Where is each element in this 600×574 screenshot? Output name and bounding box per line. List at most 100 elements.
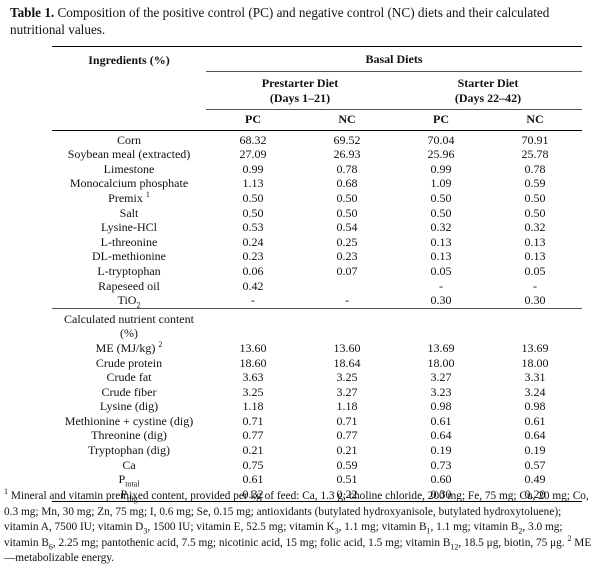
- nutrient-row-value: 3.27: [336, 384, 358, 399]
- ingredient-row: Soybean meal (extracted) 27.09 26.93 25.96 2…: [52, 147, 582, 162]
- nutrient-row-value: 3.23: [430, 384, 452, 399]
- ingredient-row-value: 0.42: [242, 278, 264, 293]
- ingredient-row-value: 0.13: [430, 249, 452, 264]
- nutrient-row-value: 0.75: [242, 457, 264, 472]
- ingredient-row-name: L-threonine: [100, 234, 158, 249]
- basal-diets-header: Basal Diets: [206, 46, 582, 72]
- ingredient-row: Rapeseed oil 0.42 - -: [52, 279, 582, 294]
- nutrient-row-value: 0.59: [336, 457, 358, 472]
- nutrient-row: Ca 0.75 0.59 0.73 0.57: [52, 458, 582, 473]
- ingredient-row-value: 0.05: [524, 263, 546, 278]
- ingredient-row-value: [300, 279, 394, 294]
- ingredient-row: L-tryptophan 0.06 0.07 0.05 0.05: [52, 264, 582, 279]
- prestarter-header: Prestarter Diet: [261, 76, 339, 90]
- ingredient-row-name: Monocalcium phosphate: [69, 176, 189, 191]
- ingredient-row-name: DL-methionine: [92, 249, 166, 264]
- nutrient-row-value: 0.71: [336, 413, 358, 428]
- ingredient-row-value: 0.32: [430, 220, 452, 235]
- ingredient-row-value: 0.59: [524, 176, 546, 191]
- header-row-days: (Days 1–21) (Days 22–42): [52, 90, 582, 110]
- nutrient-row-value: 13.60: [239, 340, 267, 355]
- nutrient-row-value: 0.73: [430, 457, 452, 472]
- nutrient-row-name: Methionine + cystine (dig): [64, 413, 194, 428]
- nutrient-row-value: 0.61: [430, 413, 452, 428]
- nutrient-row-value: 0.30: [394, 486, 488, 503]
- nutrient-row: Crude fat 3.63 3.25 3.27 3.31: [52, 370, 582, 385]
- ingredient-row-value: 0.78: [336, 161, 358, 176]
- nutrient-row: Threonine (dig) 0.77 0.77 0.64 0.64: [52, 428, 582, 443]
- ingredient-row-name: Premix 1: [108, 189, 150, 205]
- ingredient-row-value: 0.68: [336, 176, 358, 191]
- ingredient-row-value: 0.50: [524, 190, 546, 205]
- ingredient-row-name: Limestone: [103, 161, 155, 176]
- header-row-diets: Prestarter Diet Starter Diet: [52, 72, 582, 91]
- ingredient-row: Lysine-HCl 0.53 0.54 0.32 0.32: [52, 220, 582, 235]
- nutrient-row-value: 0.60: [430, 472, 452, 487]
- nc-header: NC: [488, 109, 582, 131]
- ingredient-row-value: -: [439, 278, 443, 293]
- nutrient-rows: Calculated nutrient content (%) ME (MJ/k…: [52, 307, 582, 503]
- nutrient-row-name: Crude fiber: [101, 384, 157, 399]
- ingredient-rows: Corn 68.32 69.52 70.04 70.91 Soybean meal (ex…: [52, 130, 582, 310]
- ingredient-row-value: 1.13: [242, 176, 264, 191]
- ingredient-row-value: 0.50: [430, 190, 452, 205]
- ingredient-row-value: 0.99: [430, 161, 452, 176]
- ingredient-row: L-threonine 0.24 0.25 0.13 0.13: [52, 235, 582, 250]
- nutrient-row-value: 18.00: [521, 355, 549, 370]
- ingredient-row-value: 0.24: [242, 234, 264, 249]
- ingredient-row: Premix 1 0.50 0.50 0.50 0.50: [52, 189, 582, 206]
- nutrient-row: Crude fiber 3.25 3.27 3.23 3.24: [52, 385, 582, 400]
- ingredient-row-value: 0.50: [336, 205, 358, 220]
- nutrient-header-row: (%): [52, 326, 582, 341]
- ingredient-row-value: 69.52: [333, 132, 361, 147]
- nutrient-row-value: 3.63: [242, 370, 264, 385]
- nutrient-row-name: Ca: [122, 457, 136, 472]
- ingredient-row-value: 26.93: [333, 147, 361, 162]
- nutrient-row-value: 18.64: [333, 355, 361, 370]
- nc-header: NC: [300, 109, 394, 131]
- ingredient-row: DL-methionine 0.23 0.23 0.13 0.13: [52, 249, 582, 264]
- ingredient-row-name: Soybean meal (extracted): [67, 147, 191, 162]
- ingredient-row-value: 68.32: [239, 132, 267, 147]
- nutrient-row-value: 0.98: [524, 399, 546, 414]
- nutrient-row-value: 0.49: [524, 472, 546, 487]
- nutrient-header-row: Calculated nutrient content: [52, 307, 582, 327]
- ingredient-row-value: 0.50: [524, 205, 546, 220]
- ingredient-row-value: 0.53: [242, 220, 264, 235]
- ingredient-row-name: TiO2: [117, 293, 141, 310]
- ingredient-row-value: 0.50: [430, 205, 452, 220]
- ingredient-row-value: 0.05: [430, 263, 452, 278]
- ingredient-row-value: 0.25: [336, 234, 358, 249]
- nutrient-row-name: Crude protein: [95, 355, 163, 370]
- nutrient-row-value: 13.69: [521, 340, 549, 355]
- ingredient-row-name: L-tryptophan: [97, 263, 161, 278]
- ingredient-row-value: 0.13: [524, 249, 546, 264]
- nutrient-row-value: 18.00: [427, 355, 455, 370]
- ingredient-row-value: -: [345, 293, 349, 308]
- ingredient-row: Salt 0.50 0.50 0.50 0.50: [52, 206, 582, 221]
- nutrient-row-value: 3.27: [430, 370, 452, 385]
- nutrient-row-value: 0.22: [300, 486, 394, 503]
- nutrient-row-value: 0.51: [336, 472, 358, 487]
- composition-table: Ingredients (%) Basal Diets Prestarter D…: [52, 46, 582, 503]
- nutrient-row-value: 18.60: [239, 355, 267, 370]
- nutrient-row-name: ME (MJ/kg) 2: [95, 339, 163, 355]
- ingredient-row-value: 0.07: [336, 263, 358, 278]
- nutrient-row-name: Crude fat: [106, 370, 152, 385]
- ingredient-row-value: 25.96: [427, 147, 455, 162]
- ingredient-row-name: Corn: [117, 132, 141, 147]
- ingredient-row-value: 0.50: [242, 190, 264, 205]
- nutrient-header: Calculated nutrient content: [52, 307, 206, 327]
- ingredient-row-value: 0.50: [242, 205, 264, 220]
- starter-header: Starter Diet: [457, 76, 519, 90]
- nutrient-row-value: 3.31: [524, 370, 546, 385]
- nutrient-row-name: Ptotal: [118, 472, 140, 489]
- ingredient-row-value: 70.91: [521, 132, 549, 147]
- nutrient-row-value: 0.21: [242, 443, 264, 458]
- ingredients-header: Ingredients (%): [52, 46, 206, 110]
- nutrient-row-value: 0.77: [242, 428, 264, 443]
- nutrient-row-value: 0.57: [524, 457, 546, 472]
- ingredient-row-value: 0.23: [242, 249, 264, 264]
- nutrient-row-name: Pdig: [52, 486, 206, 503]
- starter-days: (Days 22–42): [394, 90, 582, 110]
